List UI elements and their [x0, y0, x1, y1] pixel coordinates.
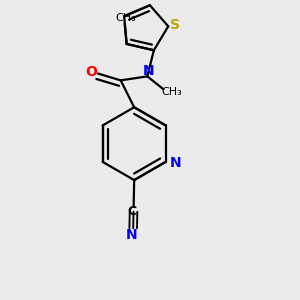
- Text: CH₃: CH₃: [116, 13, 136, 23]
- Text: N: N: [143, 64, 155, 78]
- Text: O: O: [86, 65, 98, 79]
- Text: N: N: [126, 228, 138, 242]
- Text: C: C: [128, 205, 136, 218]
- Text: CH₃: CH₃: [161, 87, 182, 97]
- Text: S: S: [170, 18, 180, 32]
- Text: N: N: [170, 157, 182, 170]
